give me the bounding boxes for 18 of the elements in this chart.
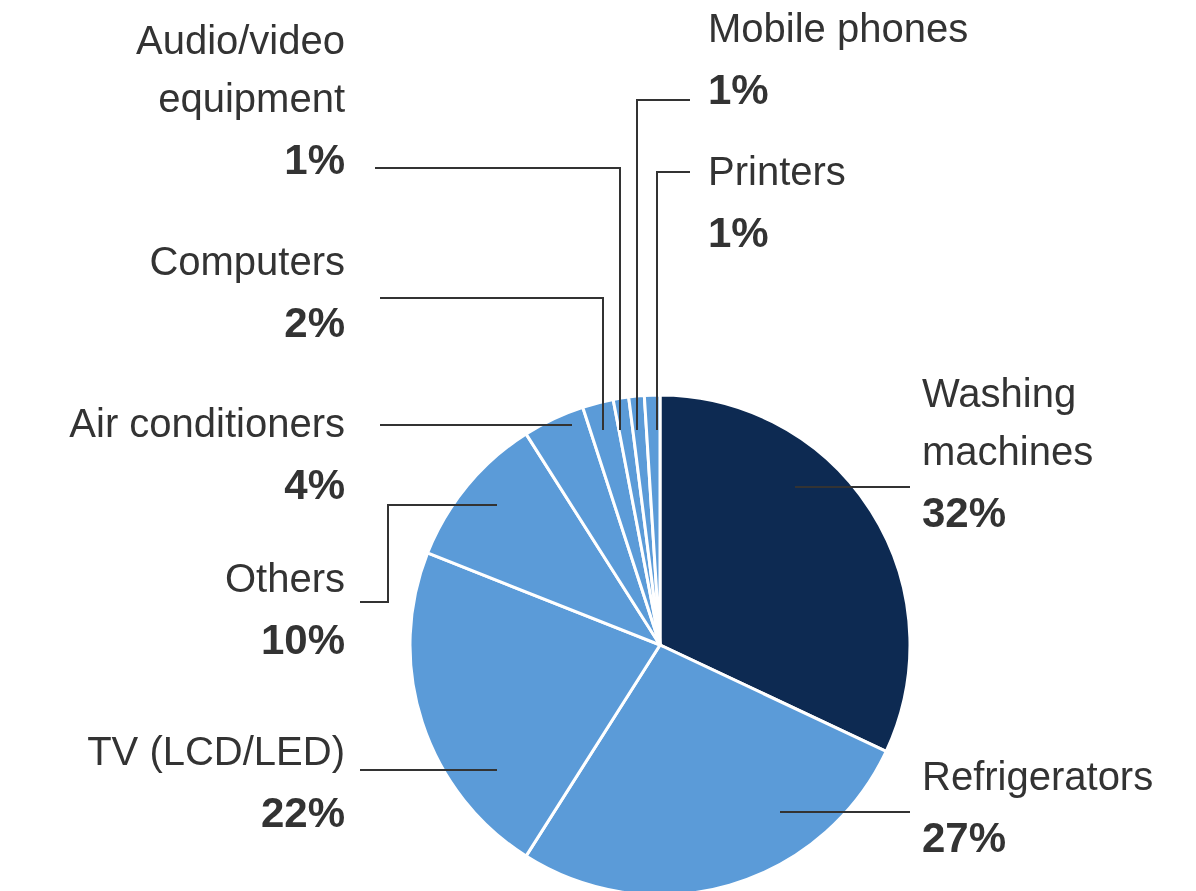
slice-label: Washing machines — [922, 371, 1094, 473]
slice-label: Refrigerators — [922, 754, 1154, 798]
slice-label: Air conditioners — [69, 401, 345, 445]
data-label: 22% — [260, 789, 345, 836]
slice-label: Audio/video equipment — [135, 18, 345, 120]
slice-label: Others — [224, 556, 345, 600]
data-label: 1% — [708, 209, 769, 256]
data-label: 4% — [284, 461, 345, 508]
slice-label: TV (LCD/LED) — [87, 729, 345, 773]
data-label: 27% — [922, 814, 1007, 861]
data-label: 2% — [284, 299, 345, 346]
data-label: 10% — [260, 616, 345, 663]
data-label: 32% — [922, 489, 1007, 536]
slice-label: Mobile phones — [708, 6, 969, 50]
data-label: 1% — [284, 136, 345, 183]
data-label: 1% — [708, 66, 769, 113]
slice-label: Printers — [708, 149, 846, 193]
slice-label: Computers — [149, 239, 345, 283]
